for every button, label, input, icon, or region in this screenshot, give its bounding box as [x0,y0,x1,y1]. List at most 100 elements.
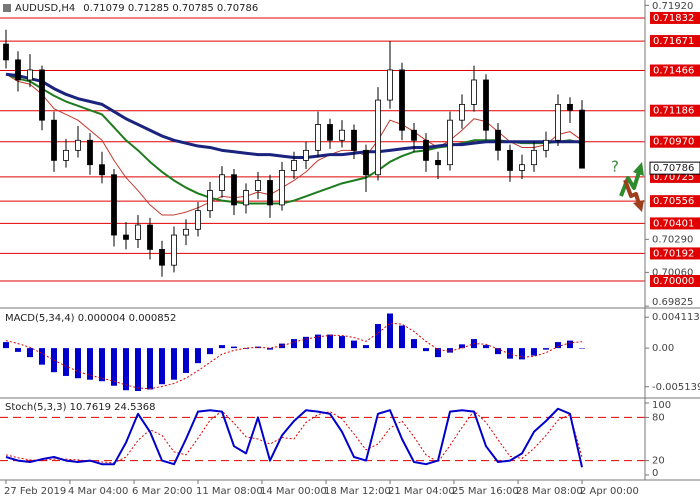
candle-body [63,149,69,161]
level-label-box [650,275,700,288]
macd-bar [435,348,441,358]
down-arrow [623,179,641,205]
level-label-box [650,35,700,48]
candle-body [135,224,141,240]
x-tick-label: 2 Apr 00:00 [580,486,639,497]
candle-body [447,119,453,166]
macd-bar [339,336,345,349]
macd-bar [231,346,237,349]
candle-body [327,124,333,141]
level-label: 0.71186 [653,106,694,117]
up-arrow-head [633,162,644,176]
macd-bar [3,342,9,349]
candle-body [255,180,261,191]
candle-body [87,139,93,166]
x-tick-label: 25 Mar 16:00 [452,486,519,497]
macd-bar [147,348,153,390]
macd-bar [99,348,105,382]
candle-body [15,59,21,81]
candle-body [387,69,393,101]
candle-body [279,170,285,206]
macd-bar [555,342,561,349]
macd-bar [579,348,585,349]
candle-body [471,79,477,105]
candle-body [243,190,249,206]
macd-bar [207,348,213,355]
macd-bar [111,348,117,386]
y-tick-label: 80 [652,412,665,423]
chart-title: AUDUSD,H4 [15,3,75,14]
macd-bar [267,348,273,350]
level-label-box [650,64,700,77]
macd-bar [387,313,393,349]
candle-body [315,124,321,151]
macd-bar [543,348,549,350]
candle-body [99,164,105,176]
candle-body [111,174,117,236]
x-tick-label: 27 Feb 2019 [4,486,66,497]
candle-body [27,69,33,81]
level-label-box [650,247,700,260]
macd-bar [63,348,69,376]
level-label: 0.70192 [653,248,694,259]
candle-body [399,69,405,131]
macd-bar [411,339,417,349]
level-label: 0.70401 [653,218,694,229]
candle-body [543,139,549,151]
macd-bar [243,348,249,349]
macd-bar [291,339,297,349]
macd-bar [15,348,21,352]
x-tick-label: 11 Mar 08:00 [196,486,263,497]
candle-body [459,103,465,121]
macd-bar [459,344,465,349]
macd-bar [447,348,453,353]
candle-body [495,129,501,151]
candle-body [183,228,189,236]
macd-bar [135,348,141,391]
x-tick-label: 18 Mar 12:00 [324,486,391,497]
candle-body [159,249,165,266]
macd-bar [567,340,573,349]
candle-body [303,149,309,161]
y-tick-label: 0.00 [652,343,674,354]
candle-body [207,190,213,212]
level-label-box [650,135,700,148]
candle-body [123,234,129,240]
y-tick-label: 0 [652,468,658,479]
macd-bar [351,340,357,349]
level-label: 0.71466 [653,66,694,77]
macd-bar [303,336,309,349]
macd-bar [423,348,429,352]
candle-body [39,69,45,121]
level-label: 0.71832 [653,13,694,24]
candle-body [339,129,345,141]
candle-body [147,224,153,250]
level-label: 0.70000 [653,276,694,287]
y-tick-label: 0.71920 [652,1,693,12]
macd-bar [195,348,201,364]
macd-bar [279,343,285,349]
macd-bar [27,348,33,358]
macd-bar [531,348,537,356]
level-label-box [650,217,700,230]
macd-bar [123,348,129,391]
macd-signal [5,322,583,390]
candle-body [363,149,369,176]
down-arrow-head [633,200,644,212]
candle-body [411,129,417,141]
x-tick-label: 6 Mar 20:00 [132,486,192,497]
macd-bar [87,348,93,380]
macd-bar [39,348,45,365]
stoch-title: Stoch(5,3,3) 10.7619 24.5368 [5,402,156,413]
y-tick-label: 100 [652,400,671,411]
candle-body [579,109,585,169]
macd-bar [375,324,381,349]
x-tick-label: 14 Mar 00:00 [260,486,327,497]
macd-bar [183,348,189,373]
candle-body [507,149,513,171]
candle-body [219,174,225,191]
x-tick-label: 21 Mar 04:00 [388,486,455,497]
macd-bar [75,348,81,379]
